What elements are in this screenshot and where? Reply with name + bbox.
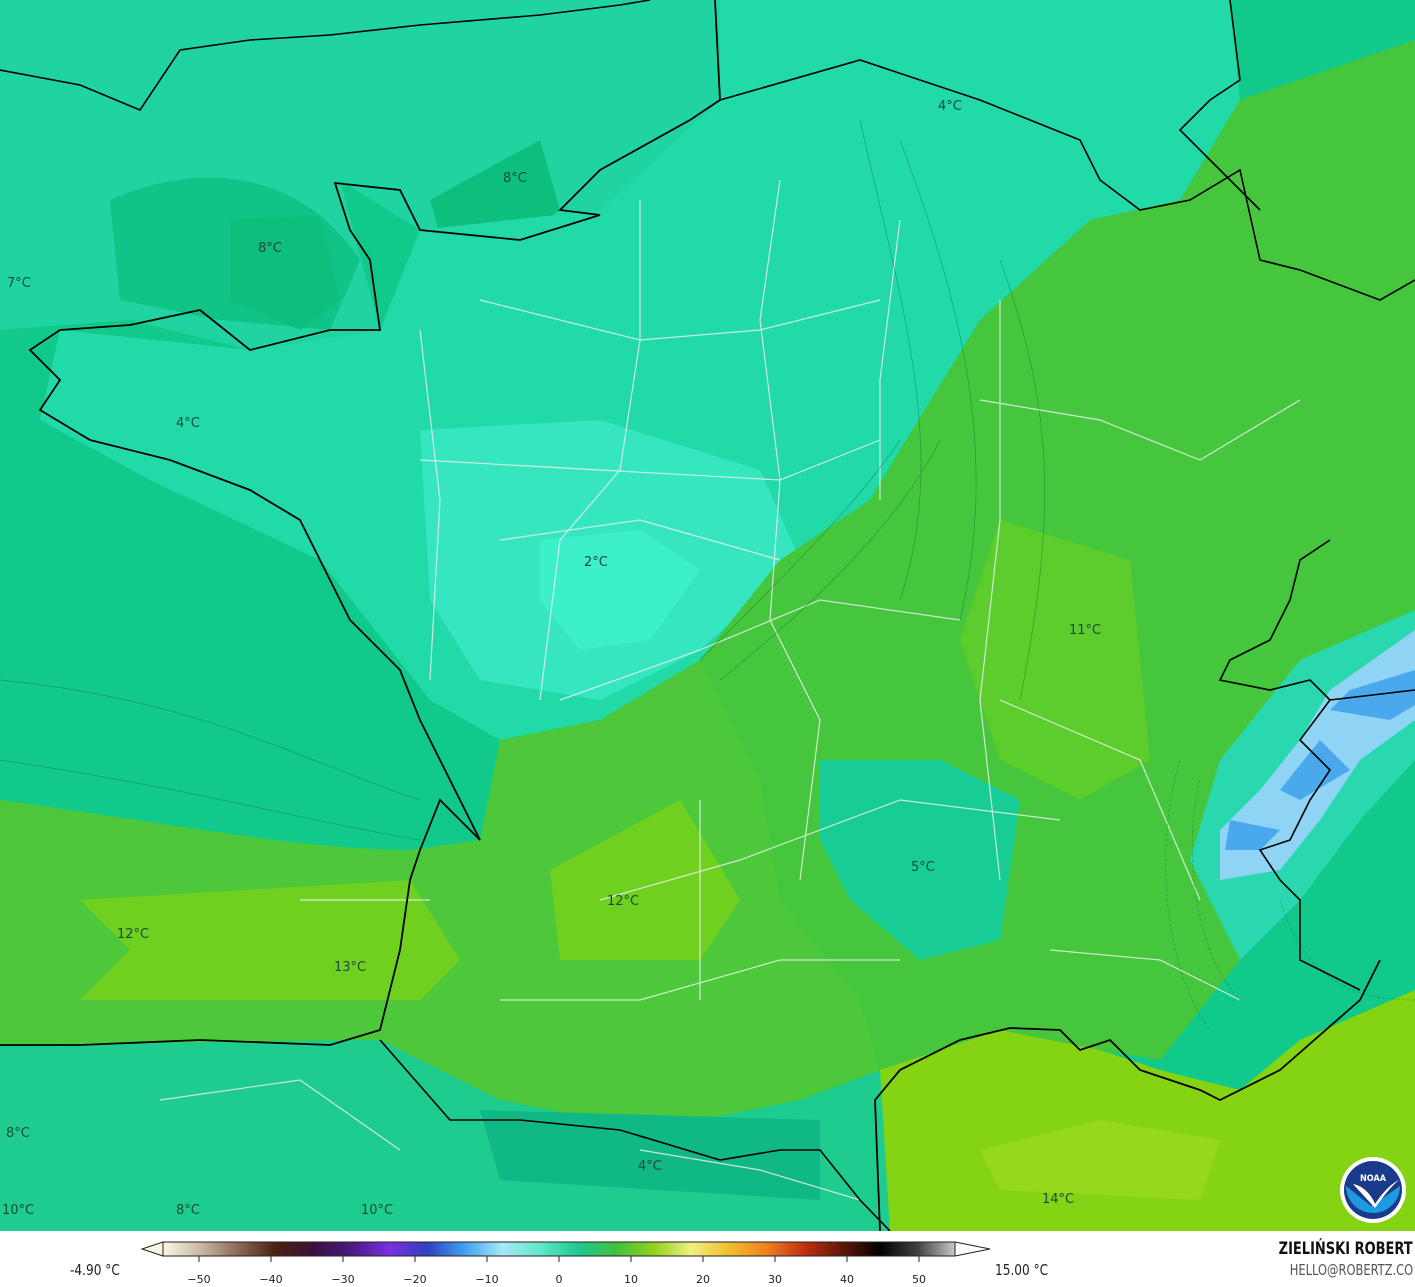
author-name: ZIELIŃSKI ROBERT [1278,1239,1413,1259]
author-email: HELLO@ROBERTZ.CO [1289,1261,1413,1279]
temp-label: 4°C [638,1159,662,1174]
contours [0,119,1415,1031]
temp-label: 13°C [334,960,366,975]
north-france-region [40,0,1240,740]
central-lightest-region [540,530,700,650]
temp-label: 11°C [1069,623,1101,638]
temp-label: 10°C [2,1203,34,1218]
sea-8c-patch-2 [430,140,560,240]
colorbar-tick-label: 0 [556,1273,563,1286]
southwest-green-region [0,660,880,1120]
temperature-map: 4°C 8°C 8°C 7°C 4°C 2°C 11°C 5°C 12°C 12… [0,0,1415,1231]
temp-label: 4°C [176,416,200,431]
mediterranean-light-patch [980,1120,1220,1200]
pyrenees-region [480,1110,820,1200]
colorbar-tick-label: 50 [912,1273,926,1286]
colorbar-left-extension [140,1241,164,1257]
noaa-logo-text: NOAA [1360,1174,1387,1184]
national-border [379,0,1415,1231]
massif-central-region [820,760,1020,960]
temperature-labels: 4°C 8°C 8°C 7°C 4°C 2°C 11°C 5°C 12°C 12… [2,99,1101,1218]
colorbar-tick-label: 10 [624,1273,638,1286]
colorbar-right-extension [954,1241,991,1257]
temp-label: 8°C [6,1126,30,1141]
colorbar-tick-label: 40 [840,1273,854,1286]
coastline-med [874,959,1381,1231]
colorbar-tick-label: −30 [331,1273,354,1286]
temp-label: 12°C [607,894,639,909]
colorbar-tick-label: −40 [259,1273,282,1286]
colorbar-bar [162,1241,956,1257]
colorbar-tick-label: −10 [475,1273,498,1286]
temp-label: 4°C [938,99,962,114]
colorbar-tick-label: −20 [403,1273,426,1286]
legend: −50 −40 −30 −20 −10 0 10 20 30 40 50 -4.90 °C 15.0… [0,1231,1415,1287]
temp-label: 10°C [361,1203,393,1218]
coastline-uk [0,0,651,111]
temp-label: 12°C [117,927,149,942]
colorbar-tick-label: 20 [696,1273,710,1286]
coastline [0,0,721,1046]
colorbar-tick-label: 30 [768,1273,782,1286]
temp-label: 5°C [911,860,935,875]
noaa-logo: NOAA [1340,1157,1406,1223]
borders [159,179,1301,1201]
colorbar-tick-label: −50 [187,1273,210,1286]
min-value-label: -4.90 °C [70,1261,120,1279]
colorbar: −50 −40 −30 −20 −10 0 10 20 30 40 50 [140,1241,991,1286]
temp-label: 2°C [584,555,608,570]
max-value-label: 15.00 °C [995,1261,1049,1279]
temp-label: 7°C [7,276,31,291]
sea-8c-patch [230,215,340,330]
temp-label: 8°C [503,171,527,186]
east-yellow-green-region [960,520,1150,800]
temp-label: 8°C [258,241,282,256]
temp-label: 14°C [1042,1192,1074,1207]
temp-label: 8°C [176,1203,200,1218]
